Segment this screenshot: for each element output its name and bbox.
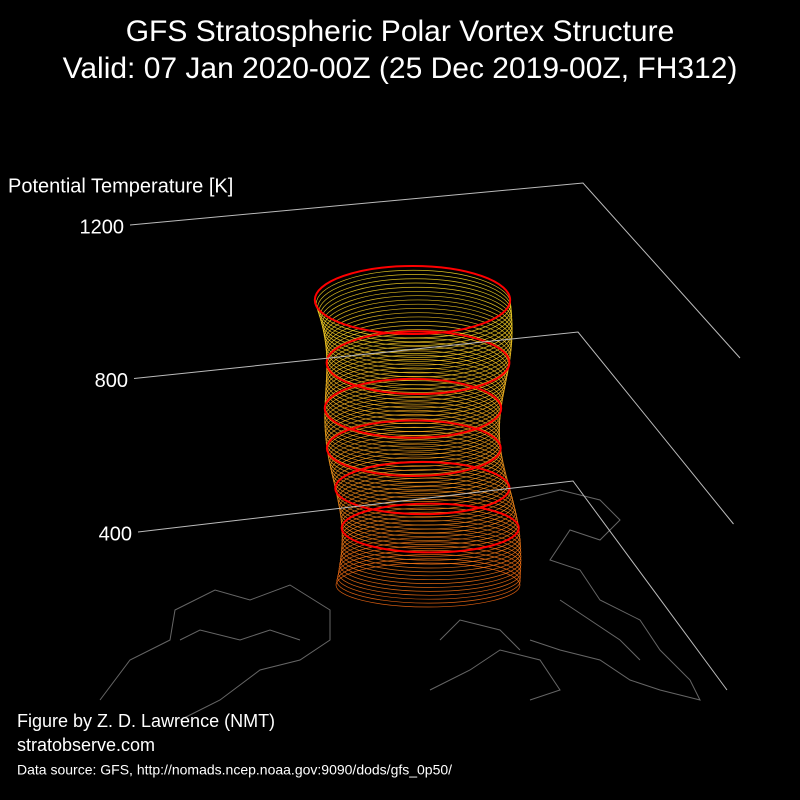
isentrope	[340, 494, 518, 545]
vortex	[313, 265, 522, 608]
credit: Figure by Z. D. Lawrence (NMT)	[17, 711, 275, 731]
isentrope	[337, 554, 521, 600]
z-axis-label: Potential Temperature [K]	[8, 175, 233, 197]
coastline	[559, 599, 641, 661]
vortex-edge	[325, 419, 502, 477]
isentrope	[338, 545, 522, 592]
isentrope	[336, 558, 521, 604]
isentrope	[341, 520, 521, 569]
vortex-edge	[313, 265, 512, 335]
isentrope	[324, 388, 501, 448]
vortex-edge	[323, 377, 503, 439]
z-tick-label: 800	[95, 370, 128, 392]
isentrope	[324, 401, 500, 460]
vortex-edge	[325, 330, 511, 396]
vortex-edge	[340, 502, 520, 554]
chart-title: GFS Stratospheric Polar Vortex Structure	[126, 15, 675, 48]
coastline	[519, 489, 701, 701]
isentrope	[337, 549, 522, 596]
coastline	[439, 619, 521, 651]
isentrope	[341, 511, 521, 561]
isentrope	[341, 515, 521, 565]
grid-line	[137, 480, 728, 691]
isentrope	[324, 397, 501, 456]
data-source: Data source: GFS, http://nomads.ncep.noa…	[17, 762, 452, 778]
isentrope	[340, 532, 522, 581]
coastline	[429, 649, 561, 701]
isentrope	[335, 562, 521, 608]
isentrope	[340, 490, 517, 542]
grid-line	[133, 331, 734, 525]
isentrope	[325, 409, 501, 467]
z-tick-label: 1200	[80, 216, 125, 238]
isentrope	[339, 541, 522, 588]
credit: stratobserve.com	[17, 735, 155, 755]
coastlines	[99, 489, 701, 721]
z-tick-label: 400	[99, 523, 132, 545]
isentrope	[339, 537, 522, 584]
grid-line	[129, 182, 741, 359]
coastline	[179, 629, 301, 641]
chart-subtitle: Valid: 07 Jan 2020-00Z (25 Dec 2019-00Z,…	[63, 52, 738, 85]
coastline	[99, 584, 331, 721]
